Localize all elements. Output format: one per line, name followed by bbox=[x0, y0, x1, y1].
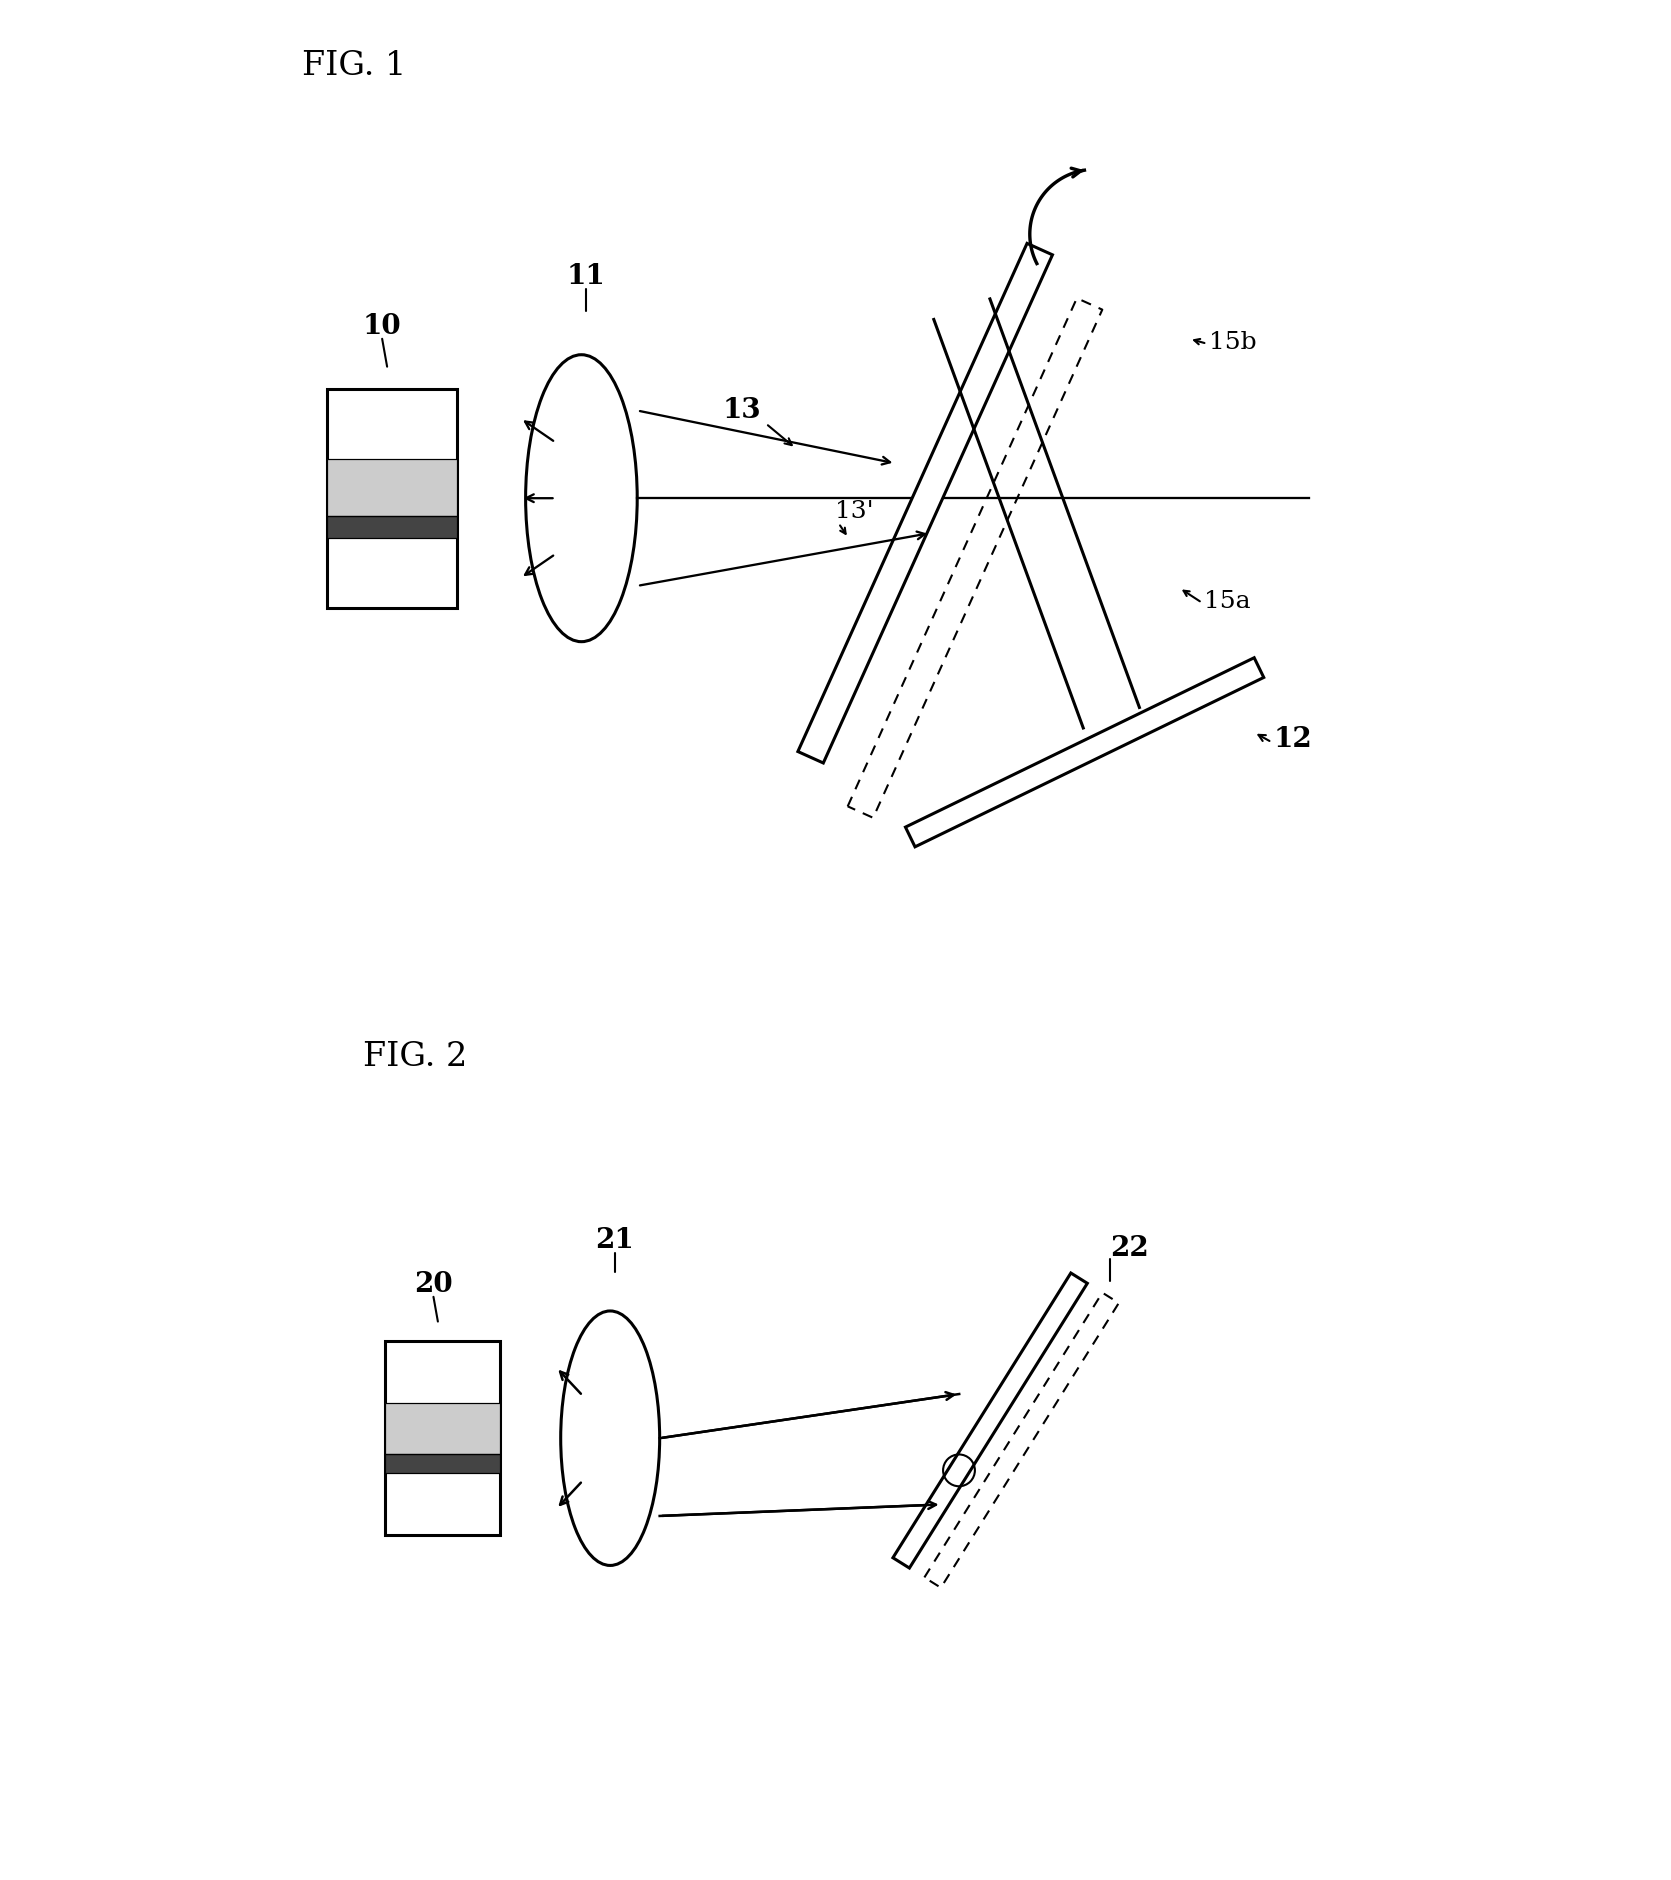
Bar bbox=[328, 515, 456, 538]
Text: 13': 13' bbox=[836, 500, 874, 523]
Text: 20: 20 bbox=[414, 1271, 453, 1299]
Bar bbox=[384, 1402, 500, 1453]
Text: 10: 10 bbox=[363, 312, 401, 340]
Text: 12: 12 bbox=[1273, 726, 1313, 754]
Text: 11: 11 bbox=[566, 263, 607, 290]
Text: 22: 22 bbox=[1110, 1235, 1148, 1261]
Bar bbox=[384, 1453, 500, 1474]
Bar bbox=[384, 1453, 500, 1474]
Bar bbox=[328, 459, 456, 515]
Bar bbox=[384, 1402, 500, 1453]
Polygon shape bbox=[906, 658, 1263, 846]
Bar bbox=[328, 389, 456, 607]
Text: 15a: 15a bbox=[1205, 590, 1252, 613]
Text: 21: 21 bbox=[595, 1228, 633, 1254]
Bar bbox=[328, 459, 456, 515]
Bar bbox=[384, 1340, 500, 1536]
Polygon shape bbox=[892, 1273, 1088, 1568]
Text: 15b: 15b bbox=[1210, 331, 1257, 353]
Text: FIG. 1: FIG. 1 bbox=[302, 49, 406, 83]
Text: FIG. 2: FIG. 2 bbox=[363, 1042, 466, 1073]
Text: 13: 13 bbox=[722, 397, 760, 425]
Polygon shape bbox=[797, 243, 1053, 763]
Bar bbox=[328, 515, 456, 538]
